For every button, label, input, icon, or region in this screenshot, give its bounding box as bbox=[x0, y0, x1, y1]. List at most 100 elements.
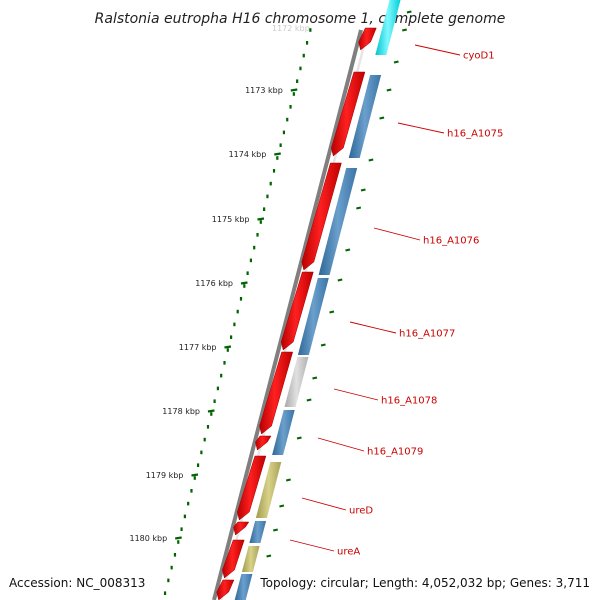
tick-dot bbox=[243, 284, 246, 288]
tick-label-1174: 1174 kbp bbox=[229, 150, 267, 159]
gene-leader bbox=[333, 388, 379, 401]
gene-tick bbox=[279, 504, 285, 508]
tick-dot bbox=[286, 117, 289, 122]
partial-tick-label: 1172 kbp bbox=[272, 24, 310, 33]
gene-ticks bbox=[266, 10, 412, 558]
tick-dot bbox=[292, 92, 295, 96]
tick-mark bbox=[257, 217, 265, 221]
tick-dot bbox=[269, 181, 272, 186]
tick-mark bbox=[207, 409, 215, 413]
reverse-gene-arrow[interactable] bbox=[222, 539, 245, 579]
tick-mark bbox=[224, 345, 232, 349]
gene-leader bbox=[349, 321, 397, 334]
tick-dot bbox=[279, 143, 282, 147]
cds-track bbox=[234, 0, 401, 600]
tick-dot bbox=[170, 565, 173, 570]
cds-segment[interactable] bbox=[348, 75, 382, 158]
tick-mark bbox=[175, 536, 182, 540]
tick-dot bbox=[173, 553, 177, 557]
gene-label-urea-a[interactable]: ureA bbox=[337, 547, 360, 558]
tick-label-1173: 1173 kbp bbox=[245, 86, 283, 95]
tick-dot bbox=[289, 105, 292, 109]
topology-text: Topology: circular; Length: 4,052,032 bp… bbox=[259, 576, 590, 590]
tick-dot bbox=[177, 540, 180, 544]
tick-dot bbox=[206, 425, 210, 429]
tick-dot bbox=[259, 220, 262, 224]
tick-dot bbox=[249, 258, 253, 263]
gene-tick bbox=[393, 60, 399, 64]
tick-dot bbox=[272, 169, 276, 173]
gene-tick bbox=[406, 10, 412, 14]
tick-dot bbox=[246, 271, 249, 275]
tick-dot bbox=[226, 348, 229, 352]
cds-segment[interactable] bbox=[241, 546, 260, 572]
tick-dot bbox=[236, 309, 239, 314]
cds-segment[interactable] bbox=[297, 278, 329, 355]
reverse-gene-arrow[interactable] bbox=[280, 271, 314, 351]
accession-text: Accession: NC_008313 bbox=[9, 576, 145, 590]
reverse-gene-arrow[interactable] bbox=[301, 162, 342, 271]
gene-leader bbox=[301, 497, 347, 511]
gene-label-h16-a1075[interactable]: h16_A1075 bbox=[447, 129, 503, 140]
tick-label-1178: 1178 kbp bbox=[162, 407, 200, 416]
gene-tick bbox=[337, 278, 343, 282]
gene-leader bbox=[373, 227, 421, 241]
gene-tick bbox=[386, 88, 392, 92]
reverse-gene-arrow[interactable] bbox=[358, 27, 377, 51]
tick-mark bbox=[240, 281, 248, 285]
tick-dot bbox=[233, 322, 236, 327]
gene-leader-lines bbox=[289, 44, 461, 552]
gene-label-h16-a1077[interactable]: h16_A1077 bbox=[399, 329, 455, 340]
tick-dot bbox=[196, 463, 200, 467]
gene-tick bbox=[306, 398, 312, 402]
tick-dot bbox=[309, 28, 312, 32]
tick-dot bbox=[253, 245, 256, 250]
gene-leader bbox=[414, 44, 461, 56]
gene-leader bbox=[317, 437, 365, 452]
tick-label-1175: 1175 kbp bbox=[212, 215, 250, 224]
cds-segment[interactable] bbox=[318, 168, 358, 275]
gene-labels: cyoD1 h16_A1075 h16_A1076 h16_A1077 h16_… bbox=[337, 51, 503, 558]
tick-mark bbox=[191, 473, 199, 477]
tick-dot bbox=[282, 130, 286, 135]
tick-dot bbox=[183, 514, 186, 519]
reverse-gene-arrow[interactable] bbox=[216, 579, 235, 600]
gene-tick bbox=[402, 28, 407, 32]
tick-dot bbox=[230, 335, 233, 339]
tick-dot bbox=[305, 41, 309, 45]
tick-dot bbox=[220, 373, 223, 378]
tick-dot bbox=[302, 53, 305, 58]
tick-dot bbox=[190, 489, 193, 493]
gene-label-h16-a1076[interactable]: h16_A1076 bbox=[423, 236, 479, 247]
tick-label-1176: 1176 kbp bbox=[195, 279, 233, 288]
gene-label-urea-d[interactable]: ureD bbox=[349, 506, 373, 517]
reverse-gene-arrow[interactable] bbox=[259, 351, 294, 435]
map-title: Ralstonia eutropha H16 chromosome 1, com… bbox=[95, 11, 506, 27]
tick-label-1179: 1179 kbp bbox=[146, 471, 184, 480]
cds-segment[interactable] bbox=[249, 521, 267, 543]
tick-dot bbox=[216, 386, 219, 391]
gene-tick bbox=[273, 528, 278, 532]
gene-tick bbox=[345, 248, 351, 252]
reverse-gene-arrow[interactable] bbox=[233, 521, 250, 536]
gene-tick bbox=[296, 436, 302, 440]
gene-tick bbox=[312, 376, 318, 380]
reverse-gene-arrow[interactable] bbox=[255, 435, 272, 451]
cds-segment[interactable] bbox=[255, 462, 282, 518]
reverse-gene-arrow[interactable] bbox=[237, 455, 267, 521]
cds-segment[interactable] bbox=[234, 574, 253, 600]
gene-label-h16-a1079[interactable]: h16_A1079 bbox=[367, 447, 423, 458]
tick-dot bbox=[299, 66, 302, 71]
gene-label-h16-a1078[interactable]: h16_A1078 bbox=[381, 396, 437, 407]
gene-label-cyod1[interactable]: cyoD1 bbox=[463, 51, 495, 62]
tick-dot bbox=[193, 476, 196, 480]
reverse-strand-genes bbox=[216, 27, 377, 600]
cds-segment[interactable] bbox=[272, 410, 295, 455]
cds-segment[interactable] bbox=[375, 0, 401, 55]
gene-tick bbox=[266, 554, 272, 558]
reverse-gene-arrow[interactable] bbox=[331, 71, 366, 157]
tick-dot bbox=[203, 437, 206, 442]
cds-segment[interactable] bbox=[284, 357, 309, 407]
tick-dot bbox=[263, 207, 266, 211]
